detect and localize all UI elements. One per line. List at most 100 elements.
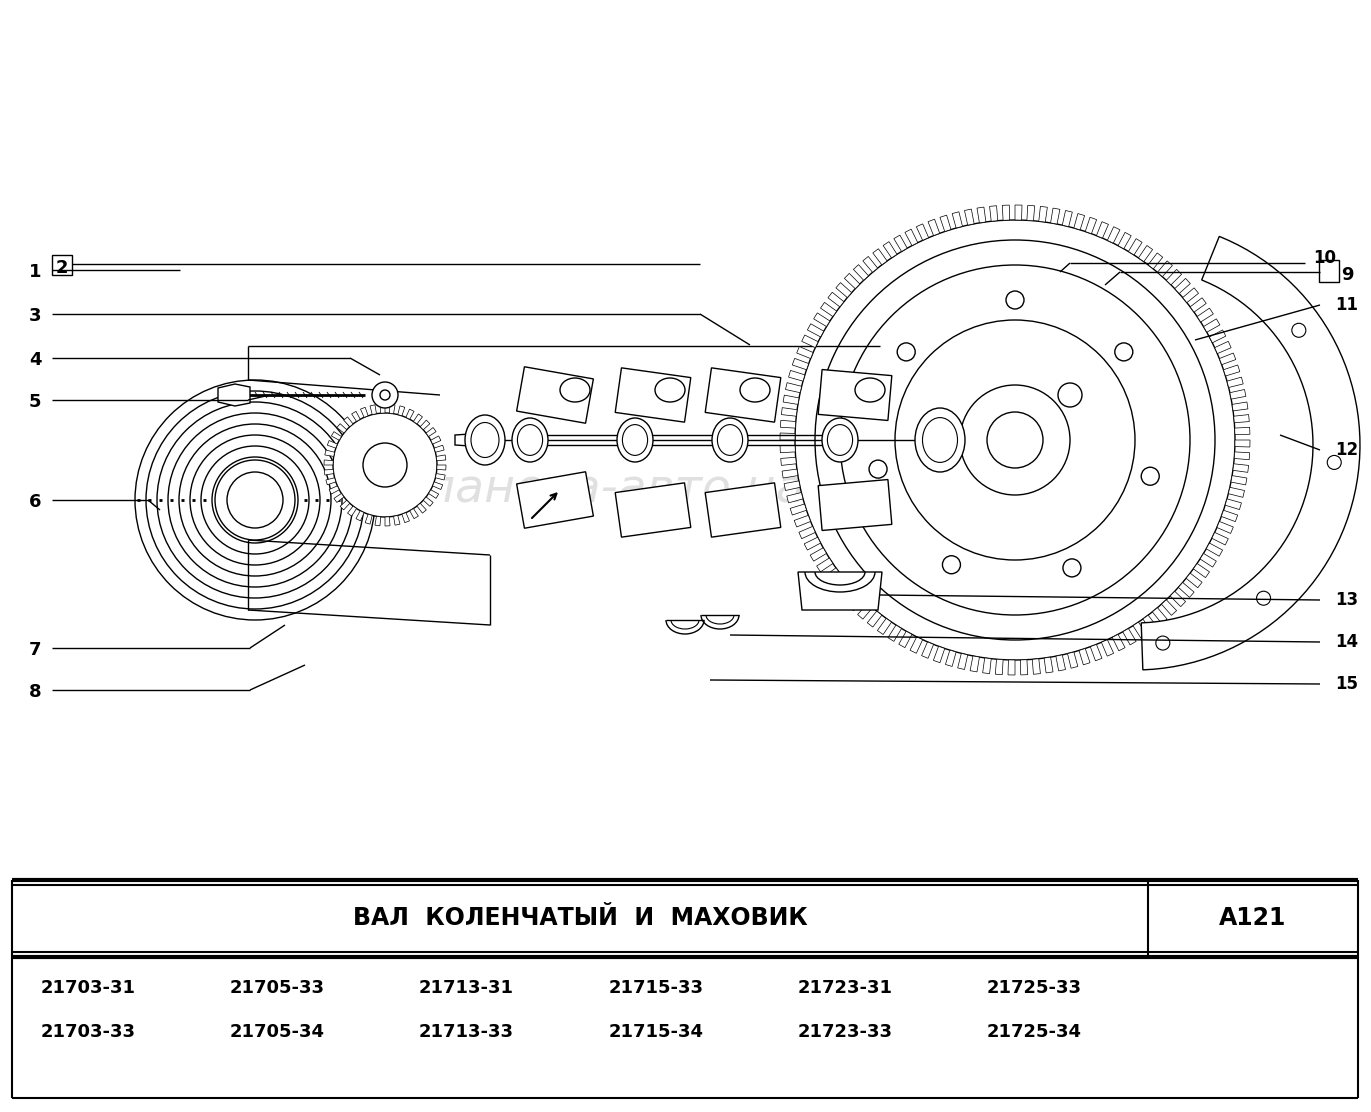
Polygon shape [393, 515, 400, 525]
Polygon shape [873, 249, 887, 265]
Circle shape [1156, 636, 1169, 651]
Polygon shape [964, 209, 975, 225]
Text: 12: 12 [1335, 441, 1359, 459]
Circle shape [228, 471, 282, 528]
Polygon shape [802, 335, 818, 348]
Polygon shape [780, 433, 795, 440]
Ellipse shape [740, 378, 771, 403]
Polygon shape [1090, 644, 1102, 661]
Polygon shape [1063, 210, 1072, 227]
Polygon shape [858, 604, 872, 619]
Polygon shape [426, 427, 436, 437]
Polygon shape [941, 215, 951, 231]
Polygon shape [326, 478, 336, 485]
Polygon shape [888, 625, 902, 642]
Polygon shape [1002, 205, 1009, 220]
Text: 2: 2 [56, 259, 69, 277]
Polygon shape [1222, 510, 1238, 522]
Polygon shape [995, 659, 1004, 675]
Polygon shape [971, 656, 979, 672]
Polygon shape [340, 500, 350, 510]
Text: 1: 1 [29, 264, 41, 281]
Polygon shape [337, 424, 347, 433]
Polygon shape [1117, 232, 1131, 249]
Polygon shape [1209, 330, 1226, 342]
Polygon shape [1148, 252, 1163, 269]
Polygon shape [788, 370, 805, 381]
Text: 21723-31: 21723-31 [798, 979, 893, 997]
Polygon shape [1197, 308, 1213, 322]
Circle shape [1058, 383, 1082, 407]
Polygon shape [1097, 221, 1108, 238]
Polygon shape [1227, 377, 1243, 387]
Bar [52, 255, 73, 275]
Polygon shape [946, 651, 956, 666]
Polygon shape [928, 219, 939, 236]
Polygon shape [1128, 239, 1142, 255]
Polygon shape [899, 632, 912, 647]
Polygon shape [983, 658, 991, 674]
Polygon shape [1234, 451, 1249, 459]
Polygon shape [421, 420, 430, 429]
Polygon shape [780, 420, 795, 428]
Circle shape [380, 390, 389, 400]
Polygon shape [853, 265, 869, 280]
Text: 14: 14 [1335, 633, 1359, 651]
Circle shape [1141, 467, 1160, 485]
Polygon shape [410, 508, 418, 518]
Text: 8: 8 [29, 683, 41, 701]
Polygon shape [1167, 269, 1182, 285]
Circle shape [372, 383, 398, 408]
Polygon shape [1200, 554, 1216, 567]
Ellipse shape [914, 408, 965, 471]
Circle shape [897, 342, 916, 361]
Polygon shape [335, 494, 344, 503]
Ellipse shape [655, 378, 686, 403]
Polygon shape [1230, 389, 1246, 399]
Text: 11: 11 [1335, 296, 1359, 314]
Polygon shape [517, 367, 594, 424]
Polygon shape [831, 577, 847, 592]
Polygon shape [436, 455, 446, 460]
Text: 13: 13 [1335, 590, 1359, 609]
Polygon shape [406, 409, 414, 419]
Polygon shape [1161, 599, 1176, 615]
Circle shape [987, 413, 1043, 468]
Text: 21725-34: 21725-34 [987, 1023, 1082, 1041]
Polygon shape [347, 506, 356, 516]
Polygon shape [430, 436, 441, 444]
Text: 21705-34: 21705-34 [230, 1023, 325, 1041]
Polygon shape [1015, 205, 1021, 220]
Polygon shape [818, 369, 891, 420]
Bar [1319, 260, 1339, 282]
Text: 3: 3 [29, 307, 41, 325]
Polygon shape [798, 572, 882, 610]
Text: 9: 9 [1341, 266, 1353, 284]
Text: 21725-33: 21725-33 [987, 979, 1082, 997]
Ellipse shape [856, 378, 886, 403]
Polygon shape [389, 404, 395, 414]
Polygon shape [1178, 583, 1194, 597]
Polygon shape [797, 347, 813, 358]
Polygon shape [916, 224, 928, 240]
Polygon shape [1169, 592, 1186, 607]
Ellipse shape [559, 378, 590, 403]
Polygon shape [828, 292, 845, 307]
Polygon shape [921, 642, 934, 658]
Circle shape [1115, 342, 1132, 361]
Polygon shape [435, 445, 444, 453]
Polygon shape [329, 486, 339, 494]
Polygon shape [380, 404, 385, 414]
Polygon shape [786, 383, 802, 393]
Polygon shape [810, 548, 827, 562]
Polygon shape [1183, 288, 1198, 302]
Polygon shape [958, 654, 968, 669]
Text: 10: 10 [1313, 249, 1337, 267]
Polygon shape [705, 483, 781, 537]
Text: 21713-31: 21713-31 [420, 979, 514, 997]
Polygon shape [805, 537, 821, 550]
Polygon shape [1079, 648, 1090, 665]
Polygon shape [1123, 628, 1137, 645]
Polygon shape [820, 302, 836, 317]
Text: 21723-33: 21723-33 [798, 1023, 893, 1041]
